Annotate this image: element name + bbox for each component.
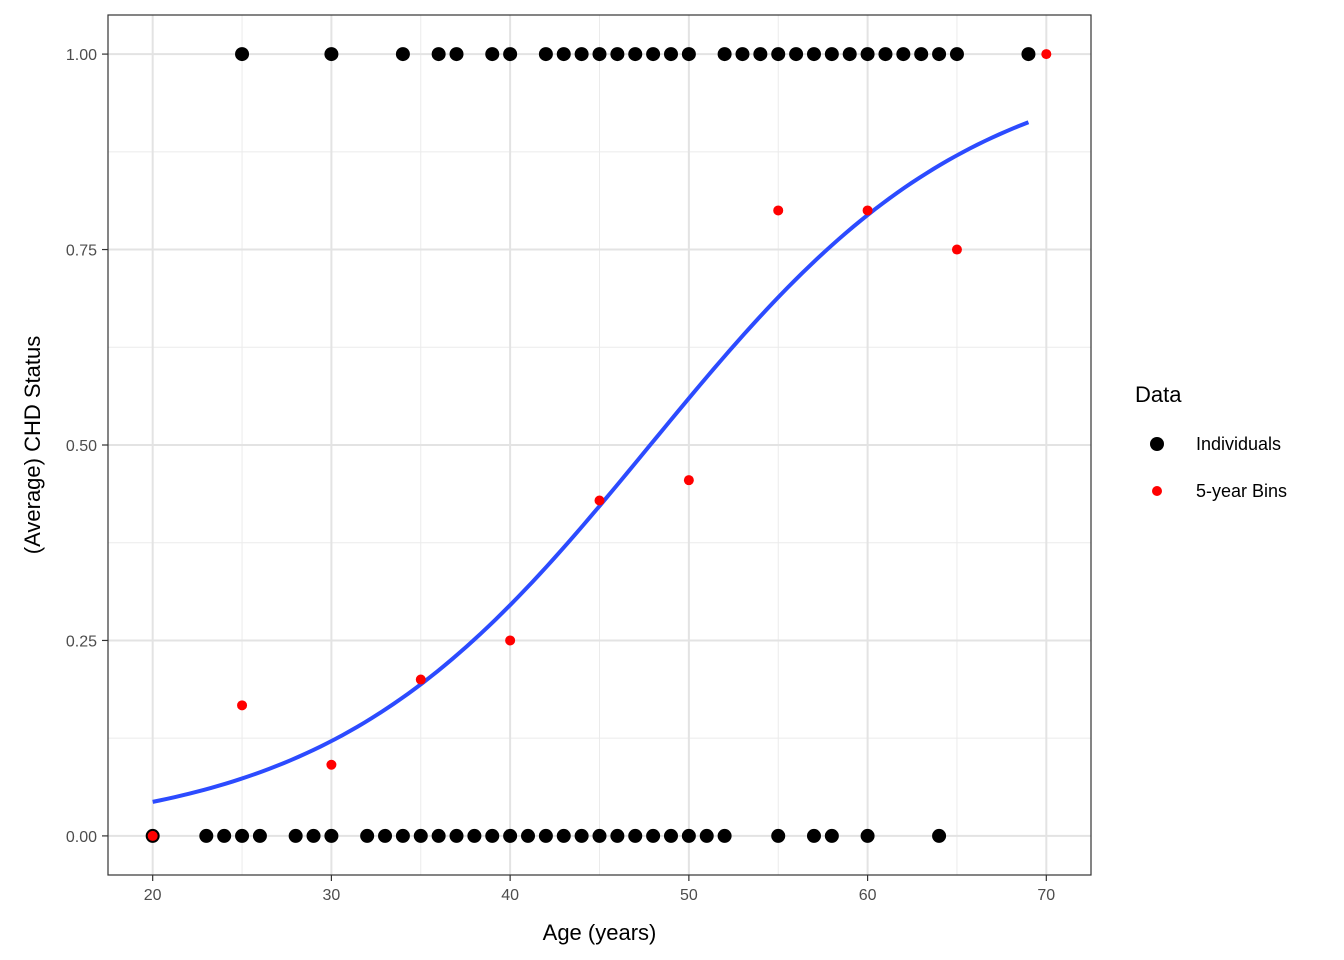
individual-point — [538, 828, 553, 843]
individual-point — [699, 828, 714, 843]
y-tick-label: 0.50 — [66, 438, 97, 455]
individual-point — [932, 828, 947, 843]
y-tick-label: 1.00 — [66, 47, 97, 64]
individual-point — [378, 828, 393, 843]
individual-point — [842, 47, 857, 62]
individual-point — [592, 47, 607, 62]
individual-point — [771, 47, 786, 62]
individual-point — [628, 47, 643, 62]
individual-point — [753, 47, 768, 62]
individual-point — [485, 47, 500, 62]
individual-point — [574, 828, 589, 843]
x-tick-label: 50 — [680, 887, 698, 904]
legend-key-5-year-bins — [1152, 486, 1162, 496]
individual-point — [824, 828, 839, 843]
individual-point — [288, 828, 303, 843]
individual-point — [878, 47, 893, 62]
individual-point — [806, 828, 821, 843]
individual-point — [932, 47, 947, 62]
individual-point — [252, 828, 267, 843]
individual-point — [324, 47, 339, 62]
individual-point — [824, 47, 839, 62]
individual-point — [771, 828, 786, 843]
individual-point — [431, 47, 446, 62]
individual-point — [1021, 47, 1036, 62]
individual-point — [395, 828, 410, 843]
legend-label-5-year-bins: 5-year Bins — [1196, 481, 1287, 501]
individual-point — [485, 828, 500, 843]
individual-point — [717, 828, 732, 843]
logistic-fit-curve — [152, 120, 1030, 804]
individual-point — [610, 47, 625, 62]
individual-point — [896, 47, 911, 62]
individual-point — [395, 47, 410, 62]
x-tick-label: 30 — [323, 887, 341, 904]
individual-point — [556, 47, 571, 62]
y-tick-label: 0.00 — [66, 829, 97, 846]
individual-point — [646, 828, 661, 843]
individual-point — [521, 828, 536, 843]
individual-point — [199, 828, 214, 843]
y-tick-label: 0.25 — [66, 633, 97, 650]
bin-point — [594, 495, 605, 506]
individual-point — [503, 828, 518, 843]
bin-point — [862, 205, 873, 216]
bin-point — [683, 475, 694, 486]
x-tick-label: 70 — [1037, 887, 1055, 904]
bin-point — [326, 759, 337, 770]
individual-point — [789, 47, 804, 62]
individual-point — [360, 828, 375, 843]
individual-point — [324, 828, 339, 843]
individual-point — [556, 828, 571, 843]
individual-point — [449, 47, 464, 62]
bin-point — [505, 635, 516, 646]
y-axis-title: (Average) CHD Status — [20, 336, 45, 554]
individual-point — [235, 47, 250, 62]
legend: Data Individuals 5-year Bins — [1135, 382, 1287, 501]
individual-point — [860, 828, 875, 843]
individual-point — [681, 828, 696, 843]
legend-key-individuals — [1150, 437, 1164, 451]
individual-point — [949, 47, 964, 62]
bin-point — [951, 244, 962, 255]
x-tick-label: 20 — [144, 887, 162, 904]
bin-point — [237, 700, 248, 711]
bin-point — [1041, 49, 1052, 60]
individual-point — [413, 828, 428, 843]
individual-point — [646, 47, 661, 62]
bin-point — [415, 674, 426, 685]
individual-point — [235, 828, 250, 843]
individual-point — [806, 47, 821, 62]
individual-point — [574, 47, 589, 62]
x-axis-title: Age (years) — [543, 920, 657, 945]
legend-title: Data — [1135, 382, 1182, 407]
logistic-fit-layer — [152, 120, 1030, 804]
points-layer — [145, 47, 1052, 843]
individual-point — [914, 47, 929, 62]
individual-point — [449, 828, 464, 843]
individual-point — [735, 47, 750, 62]
individual-point — [663, 47, 678, 62]
individual-point — [681, 47, 696, 62]
individual-point — [431, 828, 446, 843]
individual-point — [538, 47, 553, 62]
x-tick-label: 40 — [501, 887, 519, 904]
individual-point — [592, 828, 607, 843]
x-tick-label: 60 — [859, 887, 877, 904]
axes-layer: 20 30 40 50 60 70 0.00 0.25 0.50 0.75 1.00 — [66, 47, 1055, 904]
individual-point — [306, 828, 321, 843]
individual-point — [217, 828, 232, 843]
individual-point — [717, 47, 732, 62]
bin-point — [147, 830, 158, 841]
legend-label-individuals: Individuals — [1196, 434, 1281, 454]
individual-point — [663, 828, 678, 843]
bin-point — [773, 205, 784, 216]
individual-point — [860, 47, 875, 62]
individual-point — [610, 828, 625, 843]
y-tick-label: 0.75 — [66, 243, 97, 260]
individual-point — [467, 828, 482, 843]
individual-point — [503, 47, 518, 62]
individual-point — [628, 828, 643, 843]
